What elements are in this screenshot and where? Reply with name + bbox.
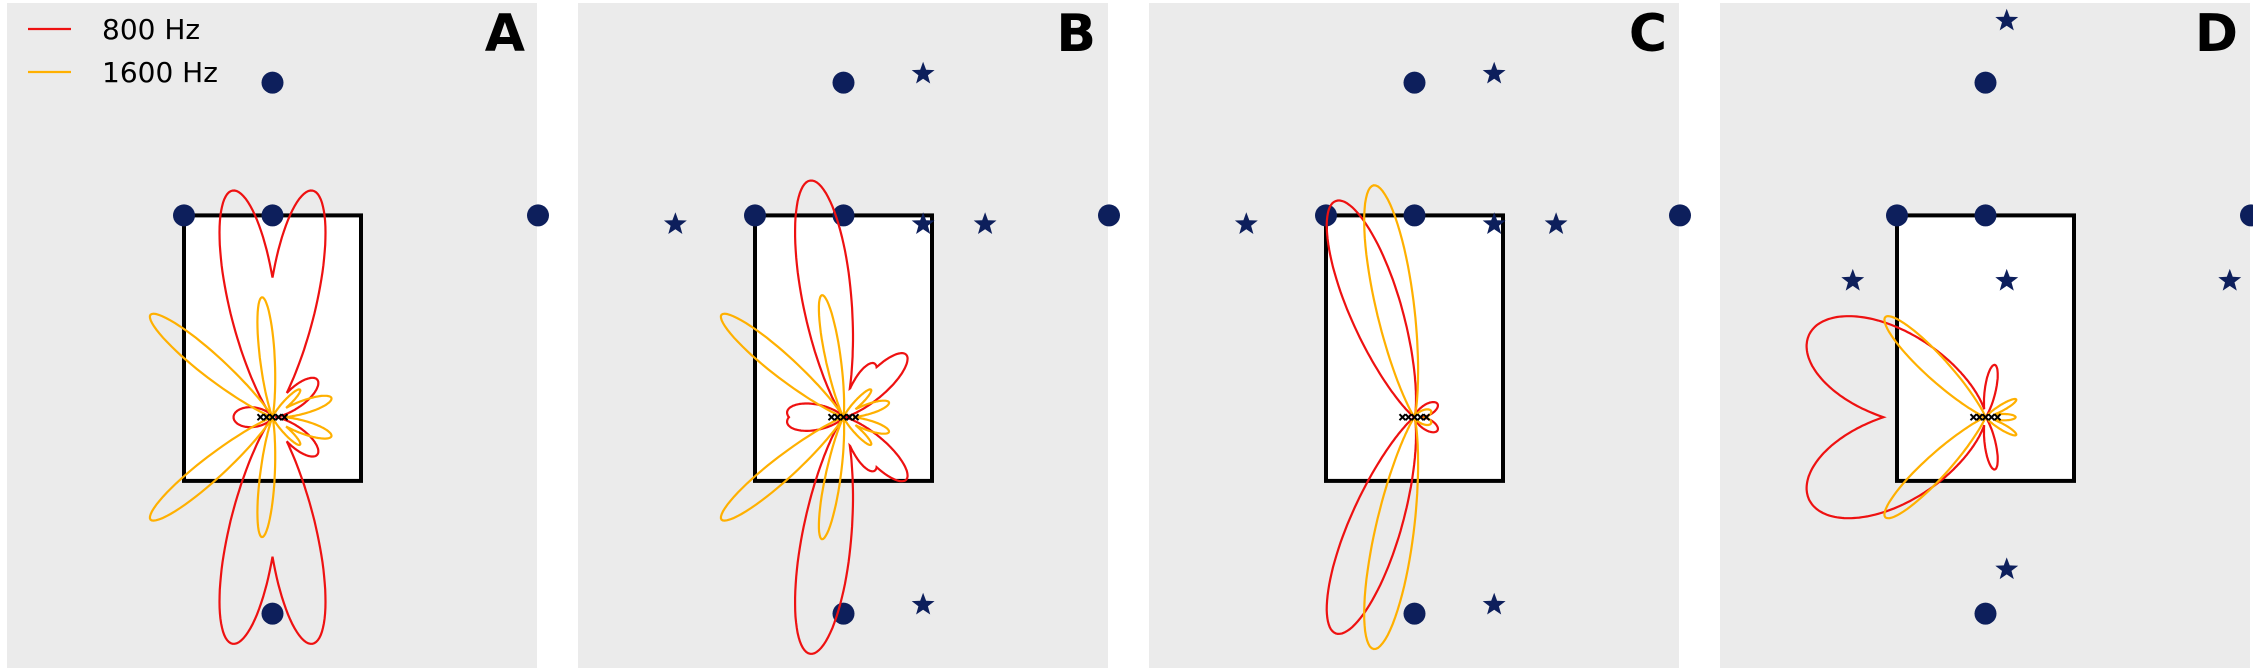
- star-marker: [1234, 212, 1258, 234]
- circle-marker: [261, 602, 284, 625]
- panel-label-d: D: [2195, 4, 2238, 64]
- panel-a: A: [7, 3, 549, 668]
- circle-marker: [1974, 71, 1997, 94]
- star-marker: [911, 212, 935, 234]
- star-marker: [1482, 61, 1506, 84]
- array-element: [268, 413, 277, 421]
- panel-b: B: [578, 3, 1120, 668]
- array-element: [845, 413, 854, 421]
- circle-marker: [1315, 204, 1337, 227]
- panels: A B C D: [7, 3, 2253, 668]
- array-element: [1404, 413, 1413, 421]
- array-element: [1975, 413, 1984, 421]
- array-element: [1969, 413, 1978, 421]
- array-element: [1416, 413, 1425, 421]
- array-element: [256, 413, 265, 421]
- room-outline: [1895, 213, 2076, 483]
- legend-label-1600: 1600 Hz: [102, 56, 218, 89]
- circle-marker: [1403, 602, 1426, 625]
- array-element: [280, 413, 289, 421]
- panel-c: C: [1149, 3, 1691, 668]
- circle-marker: [2240, 204, 2253, 227]
- circle-marker: [527, 204, 549, 227]
- star-marker: [911, 61, 935, 84]
- star-marker: [663, 212, 687, 234]
- circle-marker: [1098, 204, 1120, 227]
- star-marker: [2218, 268, 2242, 291]
- array-element: [1422, 413, 1431, 421]
- array-element: [833, 413, 842, 421]
- star-marker: [1482, 592, 1506, 615]
- room-outline: [182, 213, 363, 483]
- array-element: [839, 413, 848, 421]
- pattern-1600-hz: [1883, 314, 2018, 520]
- circle-marker: [261, 71, 284, 94]
- array-element: [1398, 413, 1407, 421]
- circle-marker: [744, 204, 766, 227]
- array-element: [1987, 413, 1996, 421]
- circle-marker: [1669, 204, 1691, 227]
- circle-marker: [261, 204, 284, 227]
- circle-marker: [1974, 602, 1997, 625]
- circle-marker: [173, 204, 195, 227]
- circle-marker: [1403, 71, 1426, 94]
- legend-label-800: 800 Hz: [102, 13, 200, 46]
- star-marker: [1841, 268, 1865, 291]
- panel-d: D: [1720, 3, 2253, 668]
- legend: 800 Hz 1600 Hz: [28, 13, 218, 89]
- array-element: [1993, 413, 2002, 421]
- star-marker: [1482, 212, 1506, 234]
- array-element: [827, 413, 836, 421]
- panel-label-a: A: [485, 4, 525, 64]
- panel-label-b: B: [1056, 4, 1096, 64]
- circle-marker: [832, 71, 855, 94]
- array-element: [274, 413, 283, 421]
- star-marker: [973, 212, 997, 234]
- array-element: [1981, 413, 1990, 421]
- star-marker: [1995, 8, 2019, 31]
- circle-marker: [1886, 204, 1908, 227]
- star-marker: [911, 592, 935, 615]
- star-marker: [1995, 557, 2019, 580]
- array-element: [1410, 413, 1419, 421]
- pattern-1600-hz: [719, 294, 891, 541]
- circle-marker: [1403, 204, 1426, 227]
- circle-marker: [1974, 204, 1997, 227]
- array-element: [851, 413, 860, 421]
- pattern-800-hz: [218, 189, 327, 645]
- room-outline: [1324, 213, 1505, 483]
- star-marker: [1544, 212, 1568, 234]
- panel-label-c: C: [1629, 4, 1667, 64]
- array-element: [262, 413, 271, 421]
- star-marker: [1995, 268, 2019, 291]
